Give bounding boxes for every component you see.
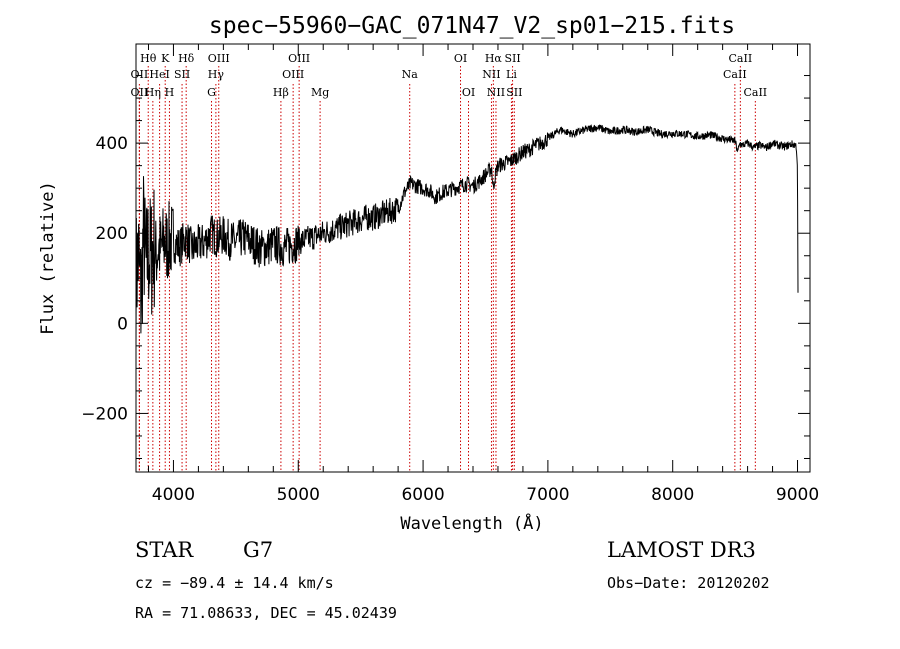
- spectral-line-label: Hβ: [273, 86, 289, 99]
- spectral-line-label: G: [207, 86, 216, 99]
- coordinates: RA = 71.08633, DEC = 45.02439: [135, 604, 397, 622]
- spectral-line-label: CaII: [729, 52, 753, 65]
- y-tick-label: 200: [96, 224, 128, 244]
- spectral-line-label: SII: [174, 68, 190, 81]
- redshift-cz: cz = −89.4 ± 14.4 km/s: [135, 574, 334, 592]
- x-tick-label: 8000: [651, 485, 694, 505]
- survey-name: LAMOST DR3: [607, 538, 756, 562]
- spectral-line-label: Mg: [311, 86, 329, 99]
- y-tick-label: 400: [96, 134, 128, 154]
- spectral-line-label: SII: [504, 52, 520, 65]
- spectral-line-label: OIII: [288, 52, 310, 65]
- spectral-line-label: Hθ: [140, 52, 157, 65]
- spectral-line-label: H: [165, 86, 175, 99]
- spectral-line-label: SII: [506, 86, 522, 99]
- spectral-line-label: K: [161, 52, 170, 65]
- x-tick-label: 9000: [776, 485, 819, 505]
- chart-title: spec−55960−GAC_071N47_V2_sp01−215.fits: [209, 13, 735, 39]
- spectral-line-label: Hγ: [208, 68, 225, 81]
- spectrum-layer: [135, 123, 799, 346]
- spectral-line-label: OI: [454, 52, 467, 65]
- spectral-line-label: OIII: [282, 68, 304, 81]
- spectral-line-label: OII: [131, 86, 149, 99]
- subclass: G7: [243, 538, 274, 562]
- spectral-line-label: CaII: [723, 68, 747, 81]
- observation-date: Obs−Date: 20120202: [607, 574, 770, 592]
- spectral-line-label: NII: [482, 68, 500, 81]
- spectral-line-label: Hα: [485, 52, 503, 65]
- spectral-lines-layer: Hθ OII OII K HeI Hη H SII Hδ OIII Hγ G Hβ OIII OIII Mg N…: [131, 52, 767, 472]
- plot-frame: [135, 43, 811, 473]
- spectrum-series-line: [135, 123, 799, 346]
- x-axis-label: Wavelength (Å): [400, 512, 543, 534]
- x-tick-label: 7000: [526, 485, 569, 505]
- object-type: STAR: [135, 538, 194, 562]
- y-axis-label: Flux (relative): [38, 181, 58, 335]
- spectral-line-label: Na: [402, 68, 419, 81]
- x-tick-label: 5000: [277, 485, 320, 505]
- y-tick-label: 0: [117, 314, 128, 334]
- spectral-line-label: Hη: [145, 86, 161, 99]
- spectral-line-label: HeI: [149, 68, 169, 81]
- axis-ticks-layer: 4000 5000 6000 7000 8000 9000 −200 0 200 400: [81, 44, 819, 505]
- spectral-line-label: Li: [506, 68, 517, 81]
- x-tick-label: 6000: [401, 485, 444, 505]
- y-tick-label: −200: [81, 404, 128, 424]
- spectral-line-label: NII: [487, 86, 505, 99]
- spectral-line-label: OII: [131, 68, 149, 81]
- spectral-line-label: CaII: [743, 86, 767, 99]
- spectral-line-label: Hδ: [178, 52, 195, 65]
- spectral-line-label: OI: [462, 86, 475, 99]
- x-tick-label: 4000: [152, 485, 195, 505]
- spectral-line-label: OIII: [208, 52, 230, 65]
